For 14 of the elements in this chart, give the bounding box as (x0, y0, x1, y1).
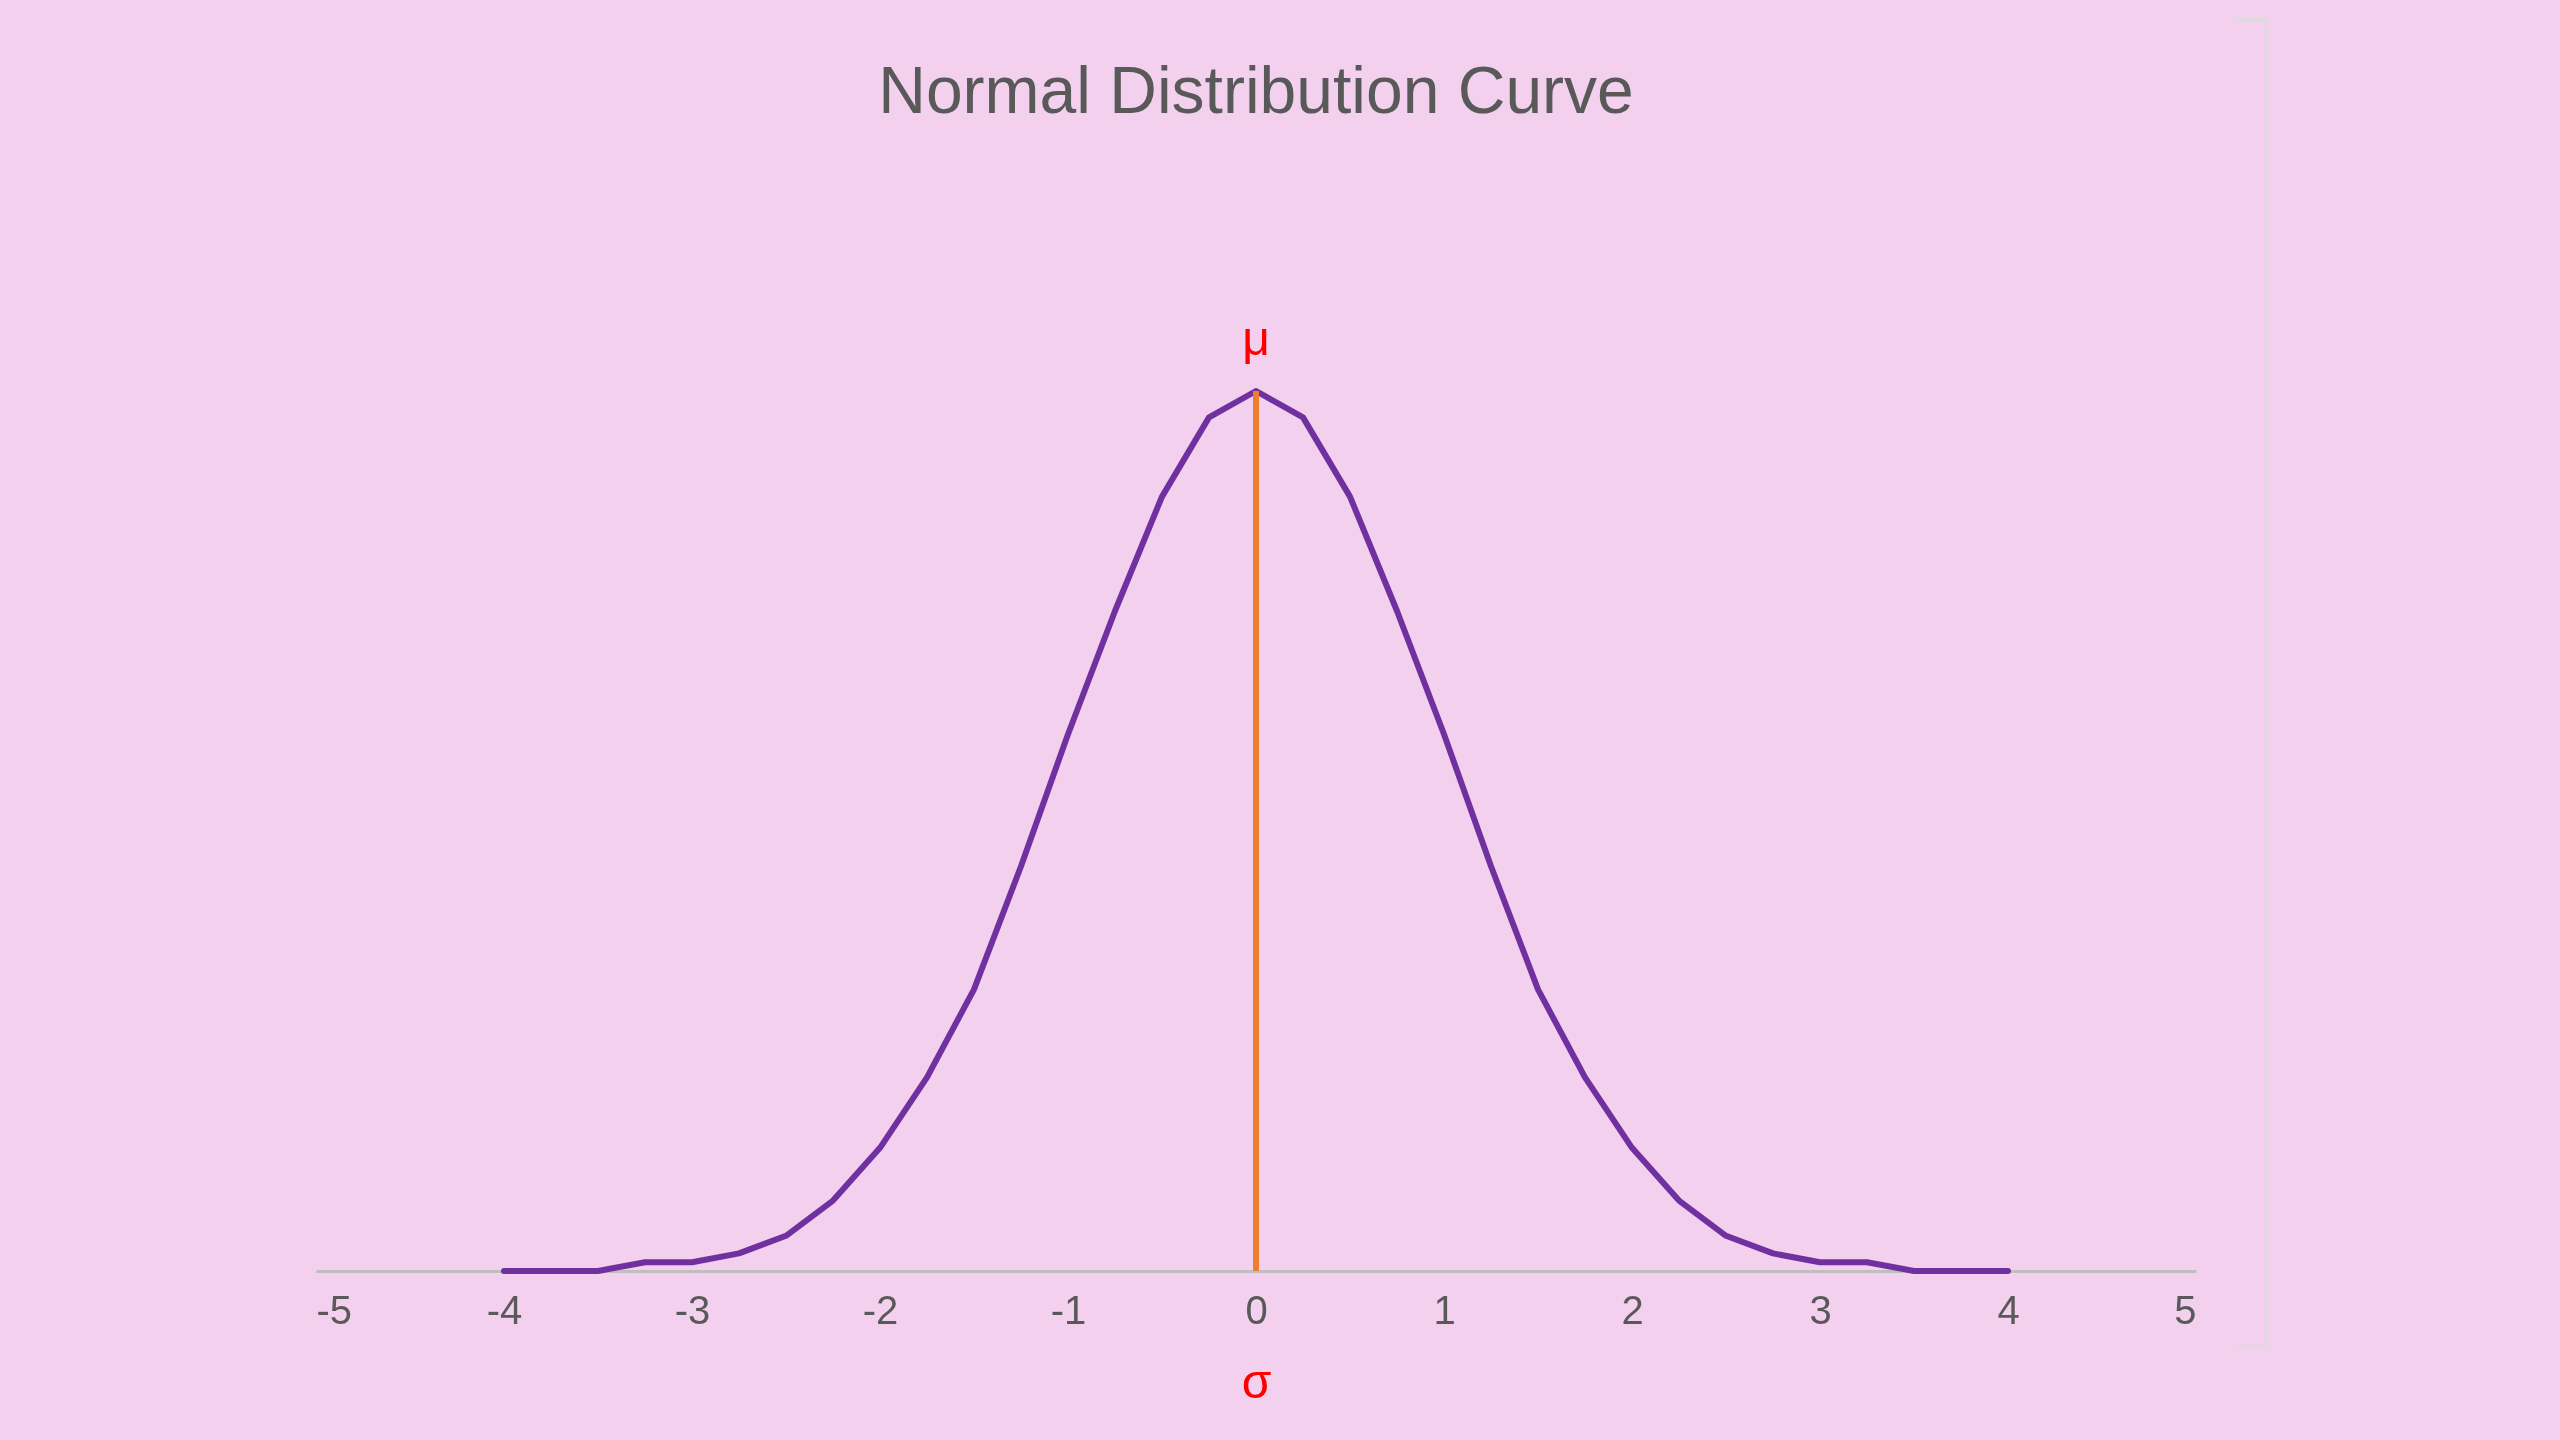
x-tick-label: 5 (2174, 1287, 2197, 1332)
x-tick-label: 0 (1245, 1287, 1268, 1332)
x-tick-label: -2 (862, 1287, 899, 1332)
x-axis-title: σ (1241, 1354, 1272, 1408)
x-tick-label: -5 (316, 1287, 353, 1332)
x-tick-label: 3 (1809, 1287, 1832, 1332)
x-tick-label: -4 (486, 1287, 523, 1332)
x-tick-label: 1 (1433, 1287, 1456, 1332)
ref-line-label: μ (1242, 312, 1270, 365)
x-tick-label: -1 (1050, 1287, 1087, 1332)
x-tick-label: 2 (1621, 1287, 1644, 1332)
x-tick-label: -3 (674, 1287, 711, 1332)
x-tick-label: 4 (1997, 1287, 2020, 1332)
chart-title: Normal Distribution Curve (878, 53, 1634, 127)
